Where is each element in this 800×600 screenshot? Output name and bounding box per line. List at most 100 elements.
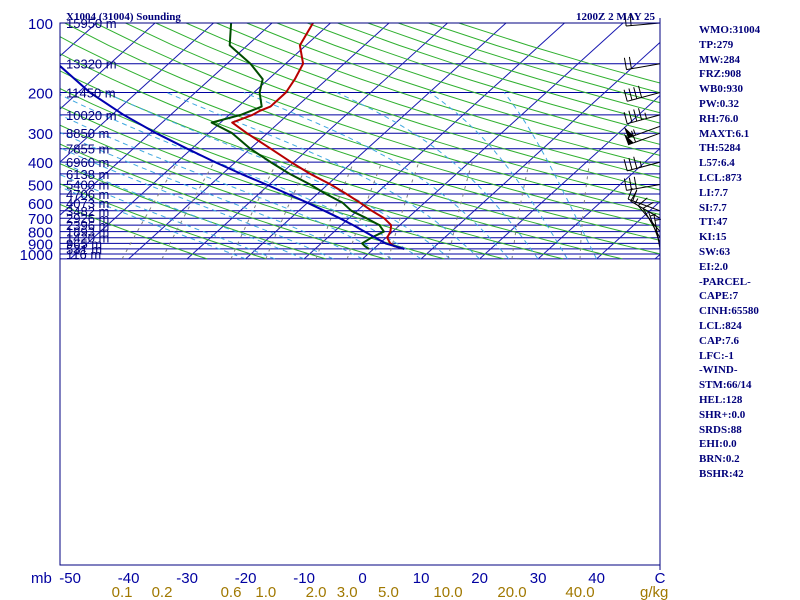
index-entry: CAP:7.6: [699, 334, 740, 347]
index-entry: SRDS:88: [699, 423, 742, 436]
height-label: 10020 m: [66, 108, 117, 123]
pressure-tick-label: 400: [28, 155, 53, 172]
wind-barb-flag: [623, 126, 634, 138]
wind-barb-full: [623, 159, 628, 172]
wind-barb-full: [633, 109, 638, 122]
mixing-ratio-tick-label: 0.2: [152, 584, 173, 600]
wind-barb-full: [628, 56, 632, 69]
dry-adiabat-line: [155, 23, 660, 191]
moist-adiabat-line: [503, 92, 598, 260]
index-entry: -PARCEL-: [699, 275, 751, 288]
index-entry: PW:0.32: [699, 97, 740, 110]
wind-barb-full: [623, 89, 628, 102]
temperature-tick-label: -30: [176, 570, 198, 587]
wind-barb: [623, 130, 661, 146]
moist-adiabat-line: [104, 92, 451, 260]
pressure-tick-label: 700: [28, 211, 53, 228]
wind-barb-full: [630, 190, 638, 202]
wind-barb: [630, 190, 661, 219]
mixing-ratio-tick-label: 5.0: [378, 584, 399, 600]
dry-adiabat-line: [60, 143, 386, 260]
temperature-profile-line: [231, 23, 405, 250]
wind-barb-half: [633, 129, 637, 136]
dry-adiabat-line: [60, 203, 208, 260]
index-entry: LFC:-1: [699, 349, 734, 362]
isotherm-line: [60, 23, 214, 163]
temperature-tick-label: -20: [235, 570, 257, 587]
isotherm-line: [596, 200, 660, 260]
mixing-ratio-tick-label: 2.0: [306, 584, 327, 600]
temperature-tick-label: 0: [358, 570, 366, 587]
dewpoint-profile-line: [210, 23, 385, 250]
moist-adiabat-line: [166, 92, 480, 260]
wind-barb-full: [631, 130, 637, 143]
wind-barb-full: [623, 57, 627, 70]
index-entry: BRN:0.2: [699, 453, 740, 466]
wind-barb-half: [649, 213, 656, 217]
isotherm-line: [186, 23, 448, 260]
index-entry: TT:47: [699, 216, 728, 229]
wind-barb-full: [642, 201, 654, 209]
temperature-tick-label: C: [655, 570, 666, 587]
temperature-tick-labels: -50 -40 -30 -20 -10 0 10 20 30 40 C: [59, 570, 665, 587]
mixing-ratio-tick-label: 1.0: [255, 584, 276, 600]
height-label: 4073 m: [66, 196, 109, 211]
wind-barb-full: [627, 187, 633, 200]
moist-adiabat-line: [60, 114, 393, 260]
moist-adiabat-line: [60, 186, 246, 260]
height-label: 116 m: [66, 247, 101, 262]
index-entry: MW:284: [699, 53, 740, 66]
height-label: 3482 m: [66, 204, 109, 219]
wind-barbs: [623, 13, 661, 249]
index-entry: SHR+:0.0: [699, 408, 746, 421]
wind-barb-shaft: [627, 198, 661, 212]
height-label: 11450 m: [66, 86, 116, 101]
mixing-ratio-line: [161, 161, 215, 260]
height-label: 6138 m: [66, 167, 109, 182]
dry-adiabat-line: [185, 23, 660, 179]
dry-adiabat-line: [276, 23, 660, 145]
mixing-ratio-tick-label: 0.6: [221, 584, 242, 600]
wind-barb-flag: [623, 133, 634, 145]
isotherm-lines: [60, 23, 660, 260]
index-entry: EHI:0.0: [699, 438, 737, 451]
dry-adiabat-line: [60, 183, 267, 260]
index-entry: KI:15: [699, 231, 727, 244]
wind-barb-full: [623, 178, 627, 191]
moist-adiabat-line: [60, 94, 422, 260]
height-label: 2396 m: [66, 218, 109, 233]
mixing-ratio-line: [121, 161, 179, 260]
temperature-tick-label: 30: [530, 570, 547, 587]
dry-adiabat-line: [60, 53, 660, 255]
height-label: 8850 m: [66, 126, 109, 141]
pressure-tick-label: 600: [28, 196, 53, 213]
wind-barb-shaft: [627, 114, 661, 125]
pressure-tick-label: 900: [28, 236, 53, 253]
index-entry: CINH:65580: [699, 305, 759, 318]
temperature-tick-label: 40: [588, 570, 605, 587]
stability-indices-panel: WMO:31004 TP:279 MW:284 FRZ:908 WB0:930 PW:0.…: [699, 23, 800, 482]
wind-barb-full: [628, 88, 633, 101]
index-entry: CAPE:7: [699, 290, 739, 303]
mixing-ratio-units-label: g/kg: [640, 584, 668, 600]
wind-barb-full: [633, 87, 638, 99]
index-entry: EI:2.0: [699, 260, 729, 273]
height-label: 1420 m: [66, 231, 109, 246]
moist-adiabat-line: [429, 92, 568, 260]
wind-barb: [623, 85, 661, 102]
temperature-tick-label: -40: [118, 570, 140, 587]
mixing-ratio-tick-label: 0.1: [112, 584, 133, 600]
pressure-tick-label: 200: [28, 86, 53, 103]
dry-adiabat-line: [60, 70, 623, 260]
temperature-tick-label: -50: [59, 570, 81, 587]
index-entry: SW:63: [699, 245, 731, 258]
pressure-tick-label: 800: [28, 225, 53, 242]
height-label: 1893 m: [66, 225, 109, 240]
wind-barb-shaft: [630, 200, 661, 219]
dry-adiabat-line: [60, 87, 564, 260]
wind-barb-full: [629, 13, 632, 26]
wind-barb-shaft: [626, 63, 661, 71]
isotherm-line: [420, 41, 660, 260]
height-label: 7855 m: [66, 142, 109, 157]
index-entry: -WIND-: [699, 364, 738, 377]
